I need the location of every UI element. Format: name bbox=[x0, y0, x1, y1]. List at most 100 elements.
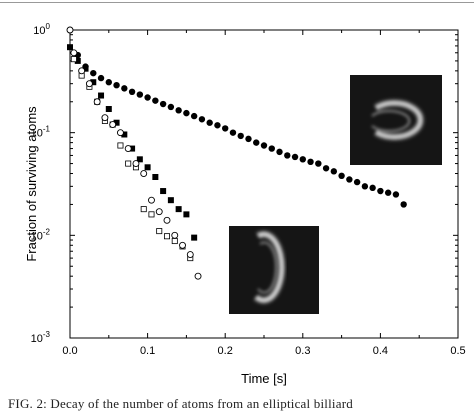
filled-circle-point bbox=[113, 81, 120, 89]
open-circle-point bbox=[179, 241, 186, 249]
filled-square-point bbox=[167, 197, 174, 204]
filled-square-point bbox=[98, 92, 105, 99]
x-tick-label: 0.5 bbox=[450, 345, 465, 357]
filled-circle-point bbox=[400, 201, 407, 208]
axis-ticks bbox=[69, 30, 459, 339]
filled-circle-point bbox=[377, 187, 384, 195]
open-circle-point bbox=[155, 208, 163, 216]
filled-circle-point bbox=[206, 119, 213, 126]
open-circle-point bbox=[124, 145, 132, 153]
open-circle-point bbox=[148, 196, 155, 204]
filled-circle-point bbox=[276, 148, 283, 156]
filled-circle-point bbox=[245, 135, 252, 143]
filled-circle-point bbox=[307, 158, 314, 166]
filled-circle-point bbox=[198, 116, 206, 123]
y-tick-label: 10-1 bbox=[31, 125, 51, 140]
filled-circle-point bbox=[299, 156, 306, 163]
filled-square-point bbox=[136, 156, 143, 163]
open-circle-point bbox=[140, 170, 148, 177]
x-tick-label: 0.0 bbox=[62, 345, 77, 357]
open-square-point bbox=[140, 206, 147, 213]
filled-circle-point bbox=[190, 112, 198, 120]
filled-square-point bbox=[191, 234, 198, 241]
x-tick-label: 0.3 bbox=[295, 345, 310, 357]
filled-circle-point bbox=[152, 97, 159, 104]
filled-circle-point bbox=[229, 129, 237, 136]
filled-circle-point bbox=[253, 139, 260, 146]
y-tick-label: 100 bbox=[33, 22, 50, 37]
upper-inset bbox=[350, 75, 442, 165]
open-circle-point bbox=[66, 26, 74, 34]
filled-circle-point bbox=[353, 178, 361, 186]
filled-circle-point bbox=[214, 122, 221, 129]
filled-square-point bbox=[129, 145, 136, 152]
open-circle-point bbox=[70, 49, 78, 57]
filled-square-point bbox=[121, 131, 128, 138]
filled-circle-point bbox=[105, 79, 113, 86]
filled-circle-point bbox=[284, 152, 291, 159]
figure-caption: FIG. 2: Decay of the number of atoms fro… bbox=[8, 396, 353, 411]
series-filled-square bbox=[67, 44, 198, 241]
filled-circle-point bbox=[322, 165, 330, 172]
lower-inset bbox=[229, 226, 319, 314]
open-square-point bbox=[117, 142, 124, 149]
filled-square-point bbox=[175, 206, 182, 213]
filled-circle-point bbox=[90, 69, 97, 77]
filled-circle-point bbox=[291, 153, 299, 161]
filled-square-point bbox=[90, 79, 97, 86]
data-series bbox=[66, 26, 407, 280]
x-tick-label: 0.1 bbox=[140, 345, 155, 357]
filled-square-point bbox=[67, 44, 73, 51]
filled-square-point bbox=[105, 106, 112, 113]
filled-circle-point bbox=[260, 142, 268, 149]
y-tick-label: 10-2 bbox=[31, 227, 51, 242]
open-circle-point bbox=[186, 251, 194, 258]
filled-circle-point bbox=[338, 172, 345, 180]
series-open-square bbox=[70, 56, 194, 262]
filled-circle-point bbox=[315, 160, 322, 167]
filled-circle-point bbox=[167, 103, 175, 111]
filled-circle-point bbox=[369, 184, 376, 192]
open-circle-point bbox=[109, 121, 117, 128]
filled-circle-point bbox=[175, 107, 182, 114]
filled-square-point bbox=[74, 57, 81, 64]
filled-circle-point bbox=[159, 100, 167, 108]
filled-circle-point bbox=[222, 125, 229, 132]
filled-circle-point bbox=[136, 91, 144, 98]
open-circle-point bbox=[85, 80, 93, 88]
open-circle-point bbox=[132, 160, 140, 168]
open-square-point bbox=[163, 233, 170, 240]
filled-circle-point bbox=[346, 176, 353, 183]
filled-circle-point bbox=[268, 145, 275, 152]
filled-square-point bbox=[82, 65, 89, 72]
filled-circle-point bbox=[330, 168, 338, 175]
filled-circle-point bbox=[97, 74, 105, 82]
series-open-circle bbox=[66, 26, 202, 280]
filled-circle-point bbox=[144, 94, 151, 101]
x-axis-title: Time [s] bbox=[241, 371, 287, 386]
filled-circle-point bbox=[392, 191, 400, 198]
filled-square-point bbox=[113, 119, 120, 126]
filled-circle-point bbox=[361, 183, 369, 190]
filled-square-point bbox=[152, 173, 159, 180]
open-circle-point bbox=[93, 98, 101, 106]
filled-circle-point bbox=[237, 132, 244, 140]
filled-square-point bbox=[144, 164, 151, 171]
open-circle-point bbox=[171, 231, 179, 239]
filled-square-point bbox=[183, 211, 190, 218]
x-tick-label: 0.2 bbox=[218, 345, 233, 357]
open-circle-point bbox=[194, 272, 202, 280]
open-circle-point bbox=[163, 216, 171, 224]
filled-circle-point bbox=[128, 88, 136, 96]
open-square-point bbox=[70, 56, 77, 63]
open-square-point bbox=[125, 160, 132, 167]
top-rule bbox=[0, 2, 474, 3]
tick-labels: 0.0 0.1 0.2 0.3 0.4 0.5 100 10-1 10-2 10-3 bbox=[31, 22, 466, 357]
filled-circle-point bbox=[121, 85, 128, 92]
open-square-point bbox=[171, 238, 178, 245]
y-axis-title: Fraction of surviving atoms bbox=[24, 106, 39, 262]
y-tick-label: 10-3 bbox=[31, 330, 51, 345]
decay-chart: 0.0 0.1 0.2 0.3 0.4 0.5 100 10-1 10-2 10-3 Time [… bbox=[24, 22, 466, 386]
open-circle-point bbox=[78, 67, 86, 75]
open-circle-point bbox=[101, 114, 109, 122]
